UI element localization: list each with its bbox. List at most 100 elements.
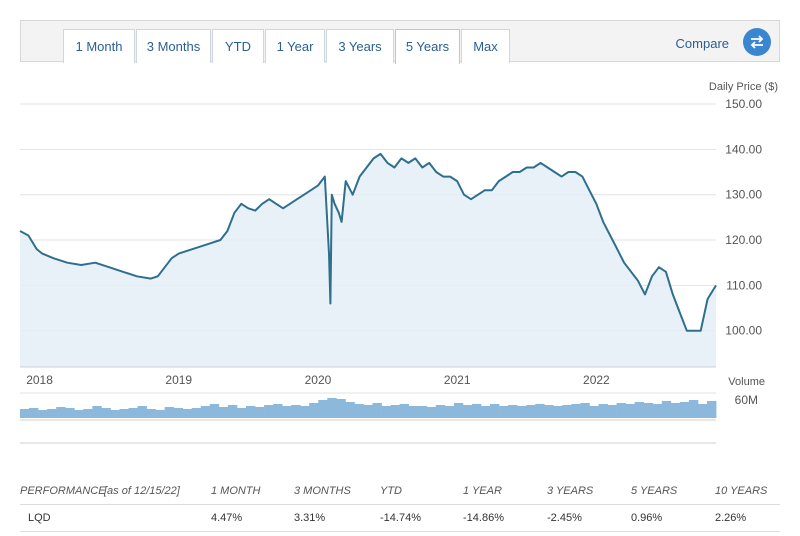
volume-bar [544, 405, 554, 418]
volume-bar [471, 404, 482, 418]
volume-bar [634, 402, 644, 418]
volume-bar [155, 410, 165, 418]
tab-ytd[interactable]: YTD [212, 29, 264, 63]
performance-table: PERFORMANCE [as of 12/15/22] 1 MONTH 3 M… [20, 478, 780, 532]
volume-tick-label: 60M [735, 393, 758, 407]
tab-3-years[interactable]: 3 Years [326, 29, 394, 63]
volume-bar [661, 401, 672, 418]
volume-bar [65, 408, 75, 418]
compare-button[interactable] [743, 28, 771, 56]
tab-1-month[interactable]: 1 Month [63, 29, 135, 63]
compare-link[interactable]: Compare [675, 36, 729, 51]
volume-bar [526, 405, 536, 418]
volume-bar [553, 406, 563, 418]
price-tick-label: 110.00 [726, 278, 762, 292]
volume-bar [517, 406, 527, 418]
volume-bar [255, 407, 265, 418]
price-tick-label: 140.00 [725, 142, 762, 156]
volume-bar [110, 410, 120, 418]
volume-bar [688, 400, 699, 418]
performance-header-row: PERFORMANCE [as of 12/15/22] 1 MONTH 3 M… [20, 478, 780, 505]
header-1-month: 1 MONTH [211, 485, 261, 497]
volume-bar [92, 406, 102, 418]
volume-bar [426, 407, 437, 418]
x-tick-label-2021: 2021 [444, 373, 471, 387]
volume-bar [137, 406, 147, 418]
tab-5-years[interactable]: 5 Years [395, 29, 460, 64]
volume-bar [408, 406, 419, 418]
volume-bar [218, 407, 229, 418]
volume-bar [670, 403, 681, 418]
volume-bar [236, 408, 247, 418]
volume-bar [146, 409, 156, 418]
value-1-year: -14.86% [463, 512, 504, 524]
x-tick-label-2018: 2018 [26, 373, 53, 387]
header-1-year: 1 YEAR [463, 485, 502, 497]
volume-bar [164, 407, 174, 418]
volume-bar [173, 408, 184, 418]
volume-bar [282, 406, 292, 418]
volume-bar [481, 406, 491, 418]
volume-bar [101, 408, 111, 418]
volume-bar [571, 404, 581, 418]
volume-bar [74, 410, 84, 418]
price-tick-label: 130.00 [725, 188, 762, 202]
volume-bar [643, 403, 654, 418]
volume-bar [453, 403, 464, 418]
volume-bar [535, 404, 545, 418]
volume-bar [607, 405, 617, 418]
volume-bar [580, 403, 590, 418]
header-3-months: 3 MONTHS [294, 485, 351, 497]
price-line [19, 152, 717, 332]
price-tick-label: 120.00 [725, 233, 762, 247]
price-volume-chart: Daily Price ($) 150.00 140.00 130.00 120.00… [19, 81, 778, 444]
value-3-months: 3.31% [294, 512, 326, 524]
value-5-years: 0.96% [631, 512, 663, 524]
volume-bar [697, 404, 708, 418]
volume-bar [381, 406, 391, 418]
price-tick-label: 150.00 [725, 97, 762, 111]
volume-bar [336, 399, 346, 418]
tab-1-year[interactable]: 1 Year [265, 29, 325, 63]
volume-bar [38, 410, 48, 418]
volume-bar [47, 409, 57, 418]
price-tick-label: 100.00 [725, 324, 762, 338]
volume-axis-label: Volume [728, 376, 765, 388]
volume-bar [679, 402, 690, 418]
volume-bar [462, 405, 473, 418]
volume-bar [264, 405, 274, 418]
volume-bar [354, 404, 364, 418]
volume-bar [490, 404, 500, 418]
volume-bar [119, 409, 129, 418]
x-tick-label-2019: 2019 [165, 373, 192, 387]
value-ytd: -14.74% [380, 512, 421, 524]
volume-bar [625, 404, 635, 418]
header-5-years: 5 YEARS [631, 485, 678, 497]
volume-bar [508, 405, 518, 418]
x-tick-label-2022: 2022 [583, 373, 610, 387]
tab-3-months[interactable]: 3 Months [136, 29, 211, 63]
volume-bar [598, 404, 608, 418]
volume-bar [128, 408, 138, 418]
volume-bar [83, 409, 93, 418]
value-10-years: 2.26% [715, 512, 747, 524]
header-3-years: 3 YEARS [547, 485, 594, 497]
volume-bar [318, 400, 328, 418]
fund-ticker: LQD [28, 512, 51, 524]
volume-bar [209, 404, 220, 418]
range-tabbar: 1 Month 3 Months YTD 1 Year 3 Years 5 Ye… [20, 20, 780, 64]
volume-bar [616, 403, 626, 418]
performance-date: [as of 12/15/22] [104, 485, 180, 497]
volume-bar [589, 406, 599, 418]
volume-bar [562, 405, 572, 418]
tab-max[interactable]: Max [461, 29, 510, 63]
header-ytd: YTD [380, 485, 402, 497]
volume-bar [29, 408, 39, 418]
volume-bar [191, 408, 202, 418]
price-axis-label: Daily Price ($) [709, 81, 778, 93]
volume-bar [200, 406, 211, 418]
volume-bar [390, 405, 400, 418]
volume-bar [707, 401, 717, 418]
volume-bar [444, 406, 455, 418]
volume-bar [417, 406, 428, 418]
